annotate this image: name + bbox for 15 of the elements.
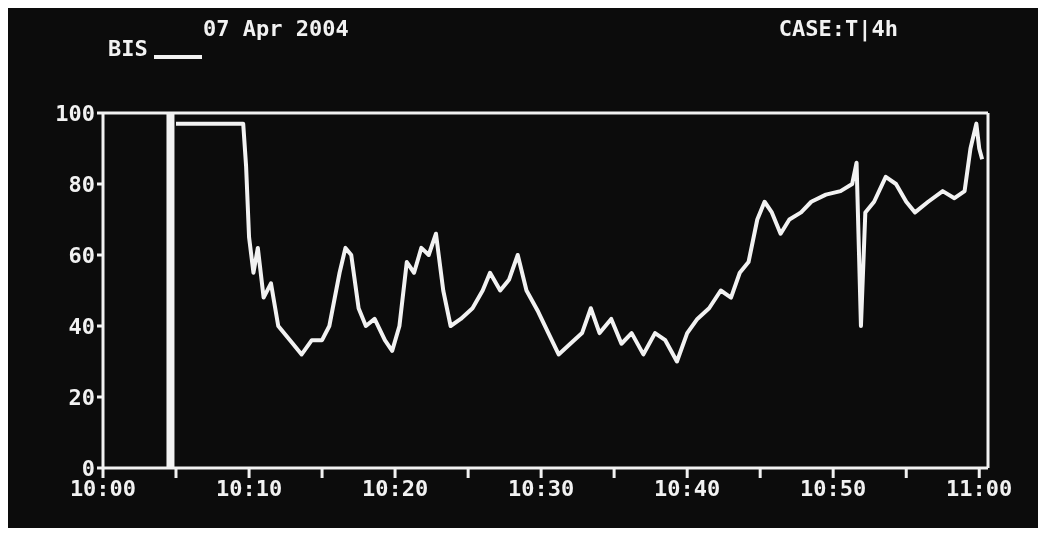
x-tick-label: 10:50: [800, 475, 867, 501]
y-tick-label: 100: [55, 100, 95, 126]
y-tick-label: 60: [68, 242, 95, 268]
x-tick-label: 10:40: [654, 475, 721, 501]
x-tick-label: 10:20: [361, 475, 429, 501]
text: CASE:T|4h: [778, 16, 898, 41]
y-tick-label: 40: [68, 313, 95, 339]
y-tick-label: 80: [68, 171, 95, 197]
x-tick-label: 10:10: [215, 475, 283, 501]
x-tick-label: 11:00: [946, 475, 1013, 501]
legend-label: BIS: [108, 36, 148, 61]
y-tick-label: 20: [68, 384, 95, 410]
chart-title: 07 Apr 2004: [203, 16, 349, 41]
x-tick-label: 10:30: [508, 475, 575, 501]
line-series: [173, 121, 985, 364]
